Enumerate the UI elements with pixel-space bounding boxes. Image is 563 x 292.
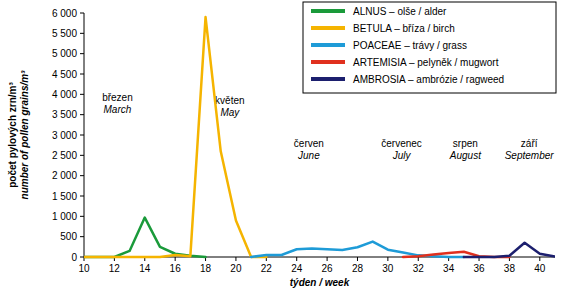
month-label-en: March (104, 104, 132, 115)
y-tick (80, 114, 84, 115)
x-tick-label: 40 (534, 263, 546, 274)
x-tick (296, 257, 297, 261)
x-tick-label: 14 (139, 263, 151, 274)
month-label-en: September (505, 150, 555, 161)
x-tick-label: 12 (109, 263, 121, 274)
x-axis-label: týden / week (290, 277, 350, 288)
month-label-en: May (220, 107, 240, 118)
x-tick-label: 24 (291, 263, 303, 274)
x-tick-label: 28 (352, 263, 364, 274)
month-label-en: August (449, 150, 482, 161)
y-tick-label: 500 (60, 231, 77, 242)
legend: ALNUS – olše / alder BETULA – bříza / bir… (303, 2, 556, 93)
y-tick-label: 5 500 (52, 28, 77, 39)
legend-swatch (311, 60, 345, 64)
x-tick-label: 10 (78, 263, 90, 274)
x-tick (235, 257, 236, 261)
month-label-en: June (297, 150, 320, 161)
month-label: září (521, 138, 538, 149)
series-line (84, 218, 206, 257)
legend-swatch (311, 26, 345, 30)
month-label: květen (215, 95, 244, 106)
y-tick-label: 4 500 (52, 69, 77, 80)
legend-label: BETULA – bříza / birch (353, 23, 455, 34)
y-tick (80, 33, 84, 34)
x-tick (539, 257, 540, 261)
x-tick-label: 32 (413, 263, 425, 274)
y-tick (80, 94, 84, 95)
legend-swatch (311, 43, 345, 47)
x-tick (357, 257, 358, 261)
y-tick-label: 2 500 (52, 150, 77, 161)
y-axis (84, 13, 85, 257)
x-tick-label: 22 (261, 263, 273, 274)
x-tick-label: 26 (322, 263, 334, 274)
legend-box (303, 2, 556, 93)
month-label: srpen (453, 138, 478, 149)
y-tick-label: 4 000 (52, 89, 77, 100)
x-tick (418, 257, 419, 261)
legend-swatch (311, 77, 345, 81)
legend-label: POACEAE – trávy / grass (353, 40, 467, 51)
series-line (464, 243, 555, 257)
x-tick-label: 38 (504, 263, 516, 274)
y-tick-label: 5 000 (52, 48, 77, 59)
chart: 0 500 1 000 1 500 2 000 2 500 3 000 3 500 4 000 4… (0, 0, 563, 292)
month-label-en: July (392, 150, 412, 161)
y-tick (80, 13, 84, 14)
legend-label: ALNUS – olše / alder (353, 6, 447, 17)
x-tick-label: 36 (473, 263, 485, 274)
series-line (84, 17, 266, 257)
y-tick (80, 74, 84, 75)
y-tick-label: 1 000 (52, 211, 77, 222)
x-tick-label: 30 (382, 263, 394, 274)
y-tick (80, 155, 84, 156)
y-axis-label: počet pylových zrn/m³ (7, 82, 18, 188)
legend-swatch (311, 9, 345, 13)
y-axis-label: number of pollen grains/m³ (19, 70, 30, 200)
y-tick (80, 236, 84, 237)
x-tick-label: 16 (170, 263, 182, 274)
legend-label: ARTEMISIA – pelyněk / mugwort (353, 57, 499, 68)
month-label: červenec (381, 138, 422, 149)
y-tick-label: 3 500 (52, 109, 77, 120)
x-tick (175, 257, 176, 261)
y-tick (80, 53, 84, 54)
y-tick-label: 2 000 (52, 170, 77, 181)
y-tick-label: 3 000 (52, 130, 77, 141)
x-tick-label: 18 (200, 263, 212, 274)
x-tick (387, 257, 388, 261)
legend-label: AMBROSIA – ambrózie / ragweed (353, 74, 504, 85)
month-label: červen (294, 138, 324, 149)
y-tick-label: 0 (71, 252, 77, 263)
y-tick (80, 196, 84, 197)
x-tick-label: 34 (443, 263, 455, 274)
y-tick (80, 135, 84, 136)
x-tick (327, 257, 328, 261)
month-label: březen (102, 92, 133, 103)
y-tick (80, 257, 84, 258)
y-tick-label: 1 500 (52, 191, 77, 202)
y-tick (80, 175, 84, 176)
x-tick-label: 20 (230, 263, 242, 274)
y-tick (80, 216, 84, 217)
y-tick-label: 6 000 (52, 8, 77, 19)
